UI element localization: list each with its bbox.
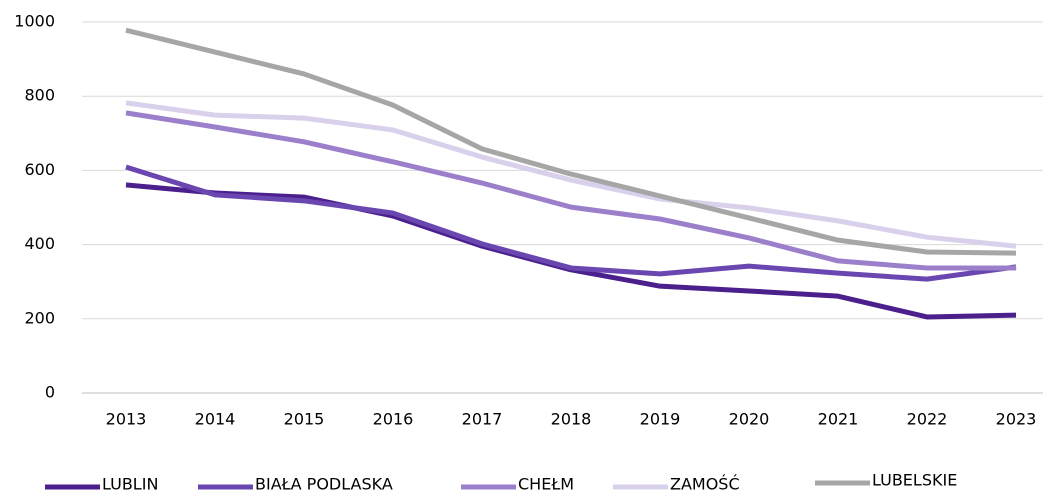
x-tick-label: 2013 bbox=[106, 410, 147, 429]
x-tick-label: 2016 bbox=[373, 410, 414, 429]
y-tick-label: 200 bbox=[24, 308, 55, 327]
x-tick-label: 2019 bbox=[640, 410, 681, 429]
x-tick-label: 2014 bbox=[195, 410, 236, 429]
x-tick-label: 2015 bbox=[284, 410, 325, 429]
x-tick-label: 2020 bbox=[729, 410, 770, 429]
y-tick-label: 1000 bbox=[14, 12, 55, 31]
y-tick-label: 0 bbox=[45, 383, 55, 402]
x-tick-label: 2021 bbox=[818, 410, 859, 429]
legend-label: LUBELSKIE bbox=[872, 471, 957, 490]
legend-label: BIAŁA PODLASKA bbox=[255, 475, 393, 494]
y-tick-label: 400 bbox=[24, 234, 55, 253]
legend-label: CHEŁM bbox=[518, 475, 574, 494]
x-tick-label: 2022 bbox=[907, 410, 948, 429]
y-tick-label: 600 bbox=[24, 160, 55, 179]
series-line bbox=[125, 164, 1017, 282]
y-tick-label: 800 bbox=[24, 86, 55, 105]
series-line bbox=[125, 100, 1017, 249]
x-tick-label: 2017 bbox=[462, 410, 503, 429]
series-line bbox=[125, 27, 1017, 256]
x-tick-label: 2023 bbox=[996, 410, 1037, 429]
legend-label: ZAMOŚĆ bbox=[670, 475, 740, 494]
legend-label: LUBLIN bbox=[102, 475, 158, 494]
series-line bbox=[125, 110, 1016, 271]
x-tick-label: 2018 bbox=[551, 410, 592, 429]
